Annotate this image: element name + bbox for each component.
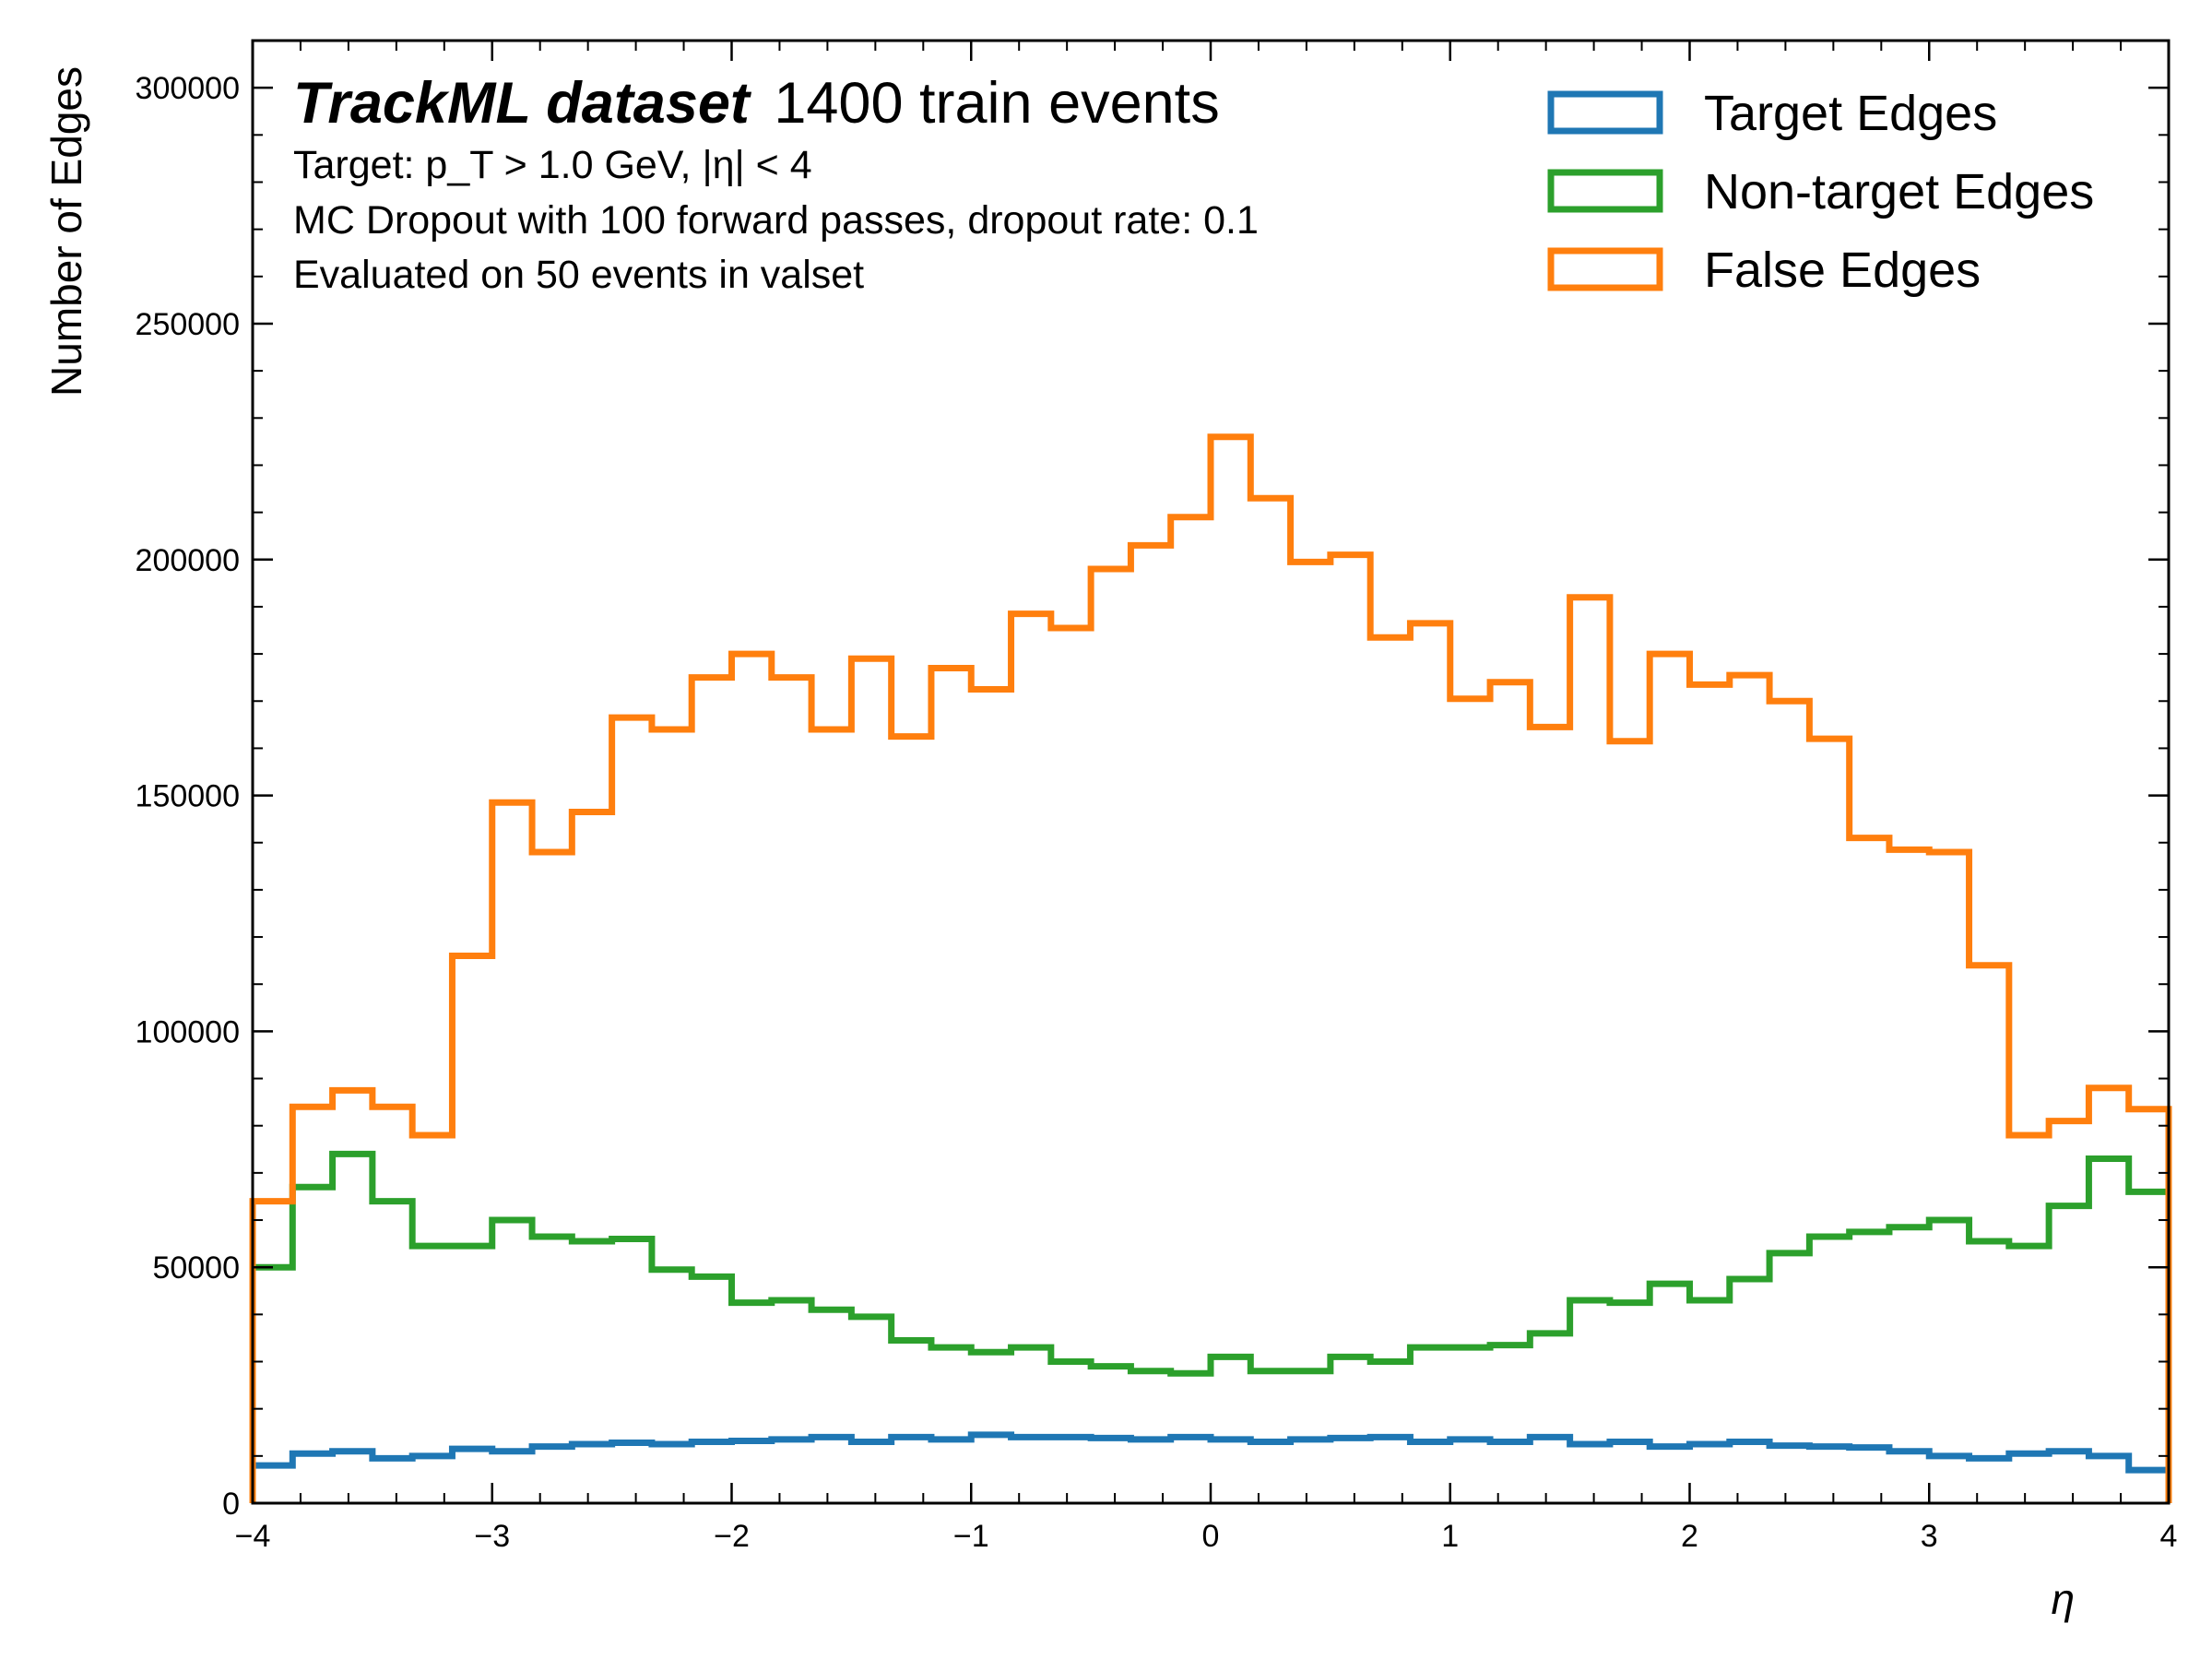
x-tick-label: −1 xyxy=(953,1519,989,1554)
legend-swatch-2 xyxy=(1547,247,1663,291)
annotation-line-1: MC Dropout with 100 forward passes, drop… xyxy=(293,198,1259,243)
y-axis-label: Number of Edges xyxy=(42,66,90,397)
ticks-layer: −4 −3 −2 −1 0 1 2 3 4 0 50000 100000 150000 200000 250… xyxy=(136,41,2178,1554)
x-tick-label: 1 xyxy=(1441,1519,1459,1554)
series-line-1 xyxy=(249,1150,2172,1503)
x-tick-label: 3 xyxy=(1921,1519,1938,1554)
legend: Target Edges Non-target Edges False Edges xyxy=(1547,86,2094,298)
x-tick-label: 2 xyxy=(1681,1519,1698,1554)
y-tick-label: 50000 xyxy=(152,1250,240,1286)
y-tick-label: 300000 xyxy=(136,71,240,106)
y-tick-label: 100000 xyxy=(136,1014,240,1049)
series-line-2 xyxy=(249,433,2172,1503)
series-line-0 xyxy=(249,1431,2172,1503)
annotation-line-0: Target: p_T > 1.0 GeV, |η| < 4 xyxy=(293,143,812,187)
legend-swatch-1 xyxy=(1547,169,1663,213)
legend-label-2: False Edges xyxy=(1704,243,1981,298)
x-axis-label: η xyxy=(2051,1575,2075,1623)
legend-swatch-0 xyxy=(1547,90,1663,135)
y-tick-label: 0 xyxy=(222,1487,240,1522)
annotation-line-2: Evaluated on 50 events in valset xyxy=(293,253,864,297)
chart-title-rest: 1400 train events xyxy=(774,71,1219,136)
series-layer xyxy=(249,433,2172,1503)
chart-title-bold: TrackML dataset xyxy=(293,71,752,136)
x-tick-label: −4 xyxy=(235,1519,271,1554)
x-tick-label: −3 xyxy=(474,1519,510,1554)
legend-label-0: Target Edges xyxy=(1704,86,1997,141)
y-tick-label: 150000 xyxy=(136,779,240,814)
legend-label-1: Non-target Edges xyxy=(1704,164,2094,219)
annotations: Target: p_T > 1.0 GeV, |η| < 4 MC Dropout… xyxy=(293,143,1259,297)
x-tick-label: 0 xyxy=(1202,1519,1220,1554)
y-tick-label: 250000 xyxy=(136,307,240,342)
x-tick-label: −2 xyxy=(714,1519,750,1554)
chart-title: TrackML dataset 1400 train events xyxy=(293,71,1220,136)
x-tick-label: 4 xyxy=(2160,1519,2178,1554)
y-tick-label: 200000 xyxy=(136,543,240,578)
